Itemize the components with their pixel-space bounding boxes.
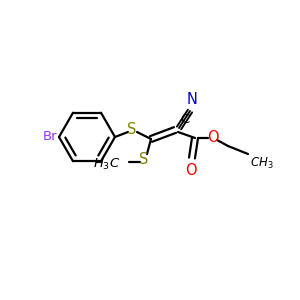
Text: N: N [187,92,197,107]
Text: S: S [139,152,149,166]
Text: S: S [127,122,137,137]
Text: $CH_3$: $CH_3$ [250,156,274,171]
Text: O: O [185,163,197,178]
Text: C: C [180,113,189,126]
Text: $H_3C$: $H_3C$ [93,156,120,172]
Text: Br: Br [42,130,57,143]
Text: O: O [207,130,219,146]
